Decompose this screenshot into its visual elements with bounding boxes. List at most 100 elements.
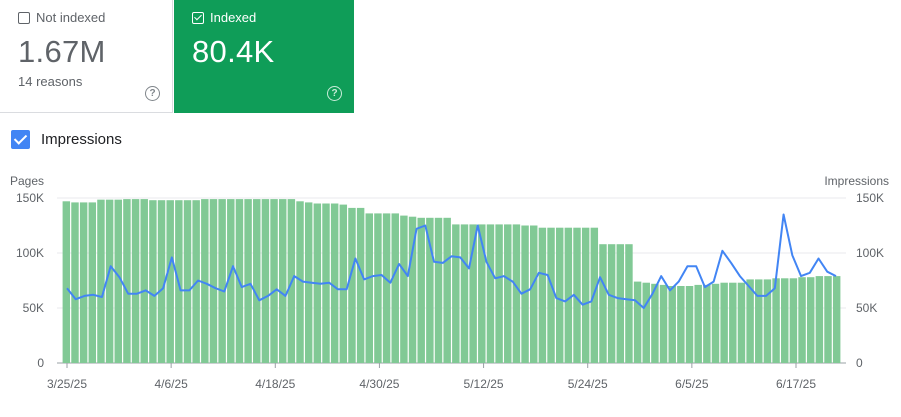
right-axis-ticks: 0 50K 100K 150K (856, 191, 884, 370)
pages-bar (356, 207, 365, 363)
impressions-toggle[interactable]: Impressions (11, 130, 122, 149)
pages-bar (815, 276, 824, 363)
pages-bar (270, 199, 278, 363)
pages-bar (495, 224, 503, 363)
right-tick-label: 100K (856, 246, 884, 260)
pages-bar (123, 199, 131, 363)
pages-bar (530, 225, 538, 363)
pages-bar (140, 199, 148, 363)
pages-bar (296, 201, 304, 363)
left-tick-label: 100K (16, 246, 44, 260)
impressions-line (66, 213, 837, 309)
pages-bar (711, 283, 720, 363)
pages-bar (244, 199, 252, 363)
pages-bar (521, 225, 529, 363)
pages-bar (581, 227, 590, 363)
pages-bar (253, 199, 261, 363)
pages-bar (408, 216, 417, 363)
pages-bar (88, 202, 97, 363)
pages-bar (737, 282, 746, 363)
checkbox-unchecked-icon[interactable] (18, 11, 30, 24)
pages-bar (703, 284, 711, 363)
pages-bar (677, 286, 685, 363)
pages-bar (806, 277, 815, 363)
pages-bar (781, 278, 789, 363)
not-indexed-reasons: 14 reasons (18, 74, 83, 89)
pages-bar (486, 224, 495, 363)
pages-bar (201, 199, 209, 363)
pages-bar (452, 224, 460, 363)
pages-bar (339, 204, 348, 363)
pages-bar (616, 244, 625, 363)
pages-bar (824, 276, 832, 363)
help-circle-icon[interactable]: ? (145, 86, 160, 101)
x-tick-label: 5/12/25 (464, 377, 504, 391)
pages-bar (365, 213, 373, 363)
pages-bar (149, 200, 157, 363)
pages-bar (659, 284, 668, 363)
pages-bar (426, 217, 434, 363)
help-circle-icon[interactable]: ? (327, 86, 342, 101)
pages-bar (642, 282, 650, 363)
pages-bar (599, 244, 607, 363)
pages-bar (729, 282, 737, 363)
not-indexed-card[interactable]: Not indexed 1.67M 14 reasons ? (0, 0, 173, 113)
left-tick-label: 50K (23, 301, 44, 315)
right-tick-label: 50K (856, 301, 877, 315)
pages-bar (131, 199, 140, 363)
pages-bar (547, 227, 555, 363)
right-axis-title: Impressions (824, 174, 889, 188)
left-tick-label: 150K (16, 191, 44, 205)
x-tick-label: 4/18/25 (255, 377, 295, 391)
pages-bar (694, 284, 702, 363)
impressions-toggle-label: Impressions (41, 131, 122, 148)
pages-bar (209, 199, 218, 363)
pages-bar (400, 215, 408, 363)
pages-bar (798, 277, 806, 363)
pages-bar (166, 200, 174, 363)
pages-bar (391, 213, 399, 363)
pages-bar (278, 199, 287, 363)
indexed-header: Indexed (192, 10, 256, 25)
pages-bar (789, 278, 798, 363)
indexed-card[interactable]: Indexed 80.4K ? (174, 0, 354, 113)
x-tick-label: 5/24/25 (568, 377, 608, 391)
x-tick-label: 4/6/25 (154, 377, 188, 391)
indexed-label: Indexed (210, 10, 257, 25)
indexed-value: 80.4K (192, 34, 275, 69)
pages-bar (668, 286, 676, 363)
pages-bar (746, 279, 754, 363)
pages-bar (382, 213, 391, 363)
pages-bar (97, 199, 105, 363)
pages-bar (417, 217, 425, 363)
pages-bar (460, 224, 469, 363)
x-tick-label: 4/30/25 (359, 377, 399, 391)
checkbox-checked-icon[interactable] (192, 11, 204, 24)
pages-bar (555, 227, 564, 363)
pages-bar (504, 224, 512, 363)
pages-bar (114, 199, 122, 363)
pages-bar (443, 217, 451, 363)
pages-bar (374, 213, 382, 363)
left-axis-title: Pages (10, 174, 44, 188)
pages-bar (183, 200, 192, 363)
left-axis-ticks: 0 50K 100K 150K (16, 191, 44, 370)
pages-bar (763, 279, 772, 363)
pages-bar (625, 244, 633, 363)
pages-bar (512, 224, 521, 363)
pages-bar (62, 201, 71, 363)
x-tick-label: 3/25/25 (47, 377, 87, 391)
pages-bar (685, 286, 694, 363)
x-tick-label: 6/17/25 (776, 377, 816, 391)
checkbox-checked-icon[interactable] (11, 130, 30, 149)
pages-bar (607, 244, 616, 363)
pages-bar (79, 202, 88, 363)
pages-bar (832, 276, 841, 363)
right-tick-label: 0 (856, 356, 863, 370)
left-tick-label: 0 (37, 356, 44, 370)
pages-bar (633, 281, 642, 363)
pages-bar (218, 199, 226, 363)
pages-bar (71, 202, 79, 363)
pages-bar (651, 283, 659, 363)
